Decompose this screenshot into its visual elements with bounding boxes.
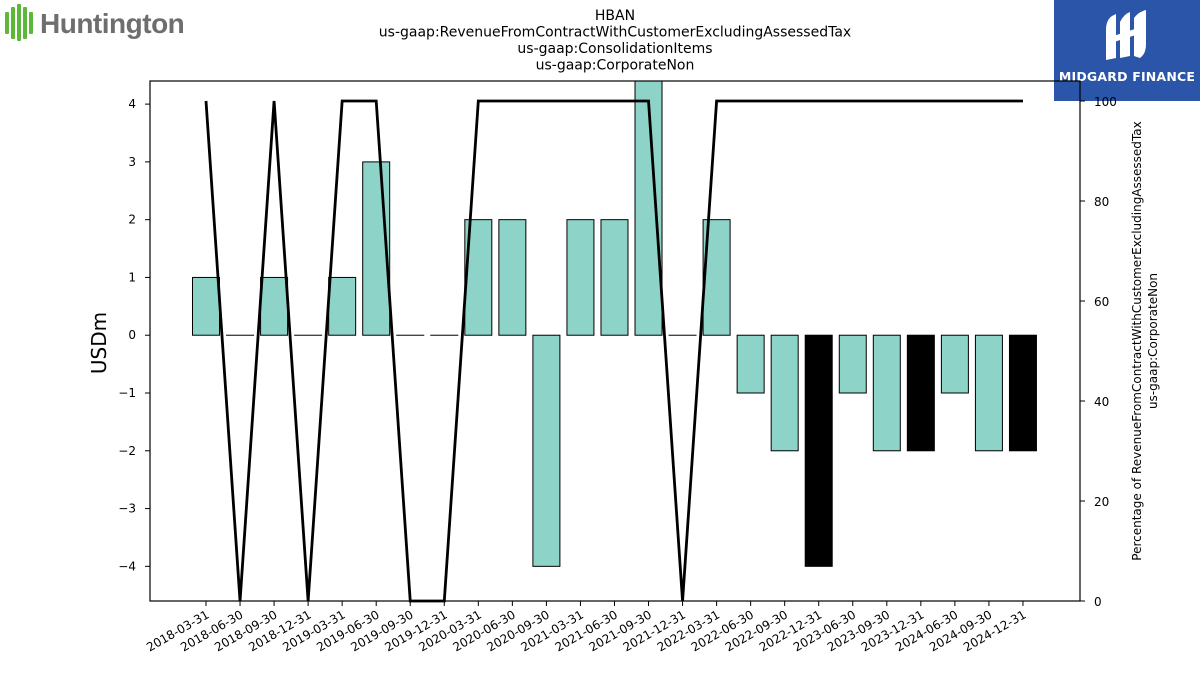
y2-tick-label: 20: [1094, 495, 1109, 509]
bar-2022-12-31: [804, 334, 833, 567]
axis-labels: USDm Percentage of RevenueFromContractWit…: [87, 121, 1160, 560]
bar-series: [192, 81, 1037, 567]
bar-2020-09-30: [532, 334, 561, 567]
bar-2019-03-31: [328, 276, 357, 336]
bar-2022-09-30: [770, 334, 799, 452]
y-tick-label: −3: [118, 502, 136, 516]
chart-title-line: us-gaap:ConsolidationItems: [517, 41, 712, 57]
y-tick-label: −4: [118, 559, 136, 573]
bar-2023-09-30: [872, 334, 901, 452]
bar-2022-06-30: [736, 334, 765, 394]
y-tick-label: −2: [118, 444, 136, 458]
y2-tick-label: 0: [1094, 595, 1102, 609]
huntington-leaf-icon: [5, 4, 33, 41]
midgard-emblem-icon: [1106, 10, 1146, 60]
bar-2021-03-31: [566, 219, 595, 336]
y-tick-label: 2: [128, 213, 136, 227]
bar-group: [192, 81, 1037, 567]
plot-frame: [149, 80, 1081, 602]
bar-2021-06-30: [600, 219, 629, 336]
midgard-finance-logo-text: MIDGARD FINANCE: [1058, 69, 1196, 84]
y2-tick-label: 60: [1094, 295, 1109, 309]
chart-title-line: HBAN: [595, 8, 635, 24]
midgard-finance-logo: MIDGARD FINANCE: [1054, 0, 1200, 101]
bar-2021-09-30: [634, 81, 663, 336]
percentage-line: [204, 99, 1023, 603]
y-axis-label: USDm: [87, 312, 111, 374]
y2-axis-label-line: Percentage of RevenueFromContractWithCus…: [1130, 121, 1144, 560]
bar-2018-03-31: [192, 276, 220, 336]
huntington-logo-mark: Huntington: [5, 4, 185, 41]
y-tick-label: 4: [128, 97, 136, 111]
bar-2024-12-31: [1008, 334, 1037, 452]
chart-title-line: us-gaap:CorporateNon: [536, 58, 695, 74]
chart-title: HBANus-gaap:RevenueFromContractWithCusto…: [379, 8, 851, 74]
bar-2024-09-30: [974, 334, 1003, 452]
huntington-logo: Huntington: [4, 4, 194, 44]
huntington-logo-text: Huntington: [40, 8, 184, 39]
bar-2020-06-30: [498, 219, 527, 336]
y-tick-label: −1: [118, 386, 136, 400]
y2-tick-label: 100: [1094, 95, 1117, 109]
chart-title-line: us-gaap:RevenueFromContractWithCustomerE…: [379, 25, 851, 41]
line-series: [204, 99, 1023, 603]
y-tick-label: 1: [128, 270, 136, 284]
bar-2024-06-30: [940, 334, 969, 394]
bar-2023-06-30: [838, 334, 867, 394]
y2-tick-label: 80: [1094, 195, 1109, 209]
y2-axis-label-line: us-gaap:CorporateNon: [1146, 273, 1160, 409]
bar-2023-12-31: [906, 334, 935, 452]
bar-2018-09-30: [260, 276, 289, 336]
y-tick-label: 3: [128, 155, 136, 169]
y2-tick-label: 40: [1094, 395, 1109, 409]
y-tick-label: 0: [128, 328, 136, 342]
